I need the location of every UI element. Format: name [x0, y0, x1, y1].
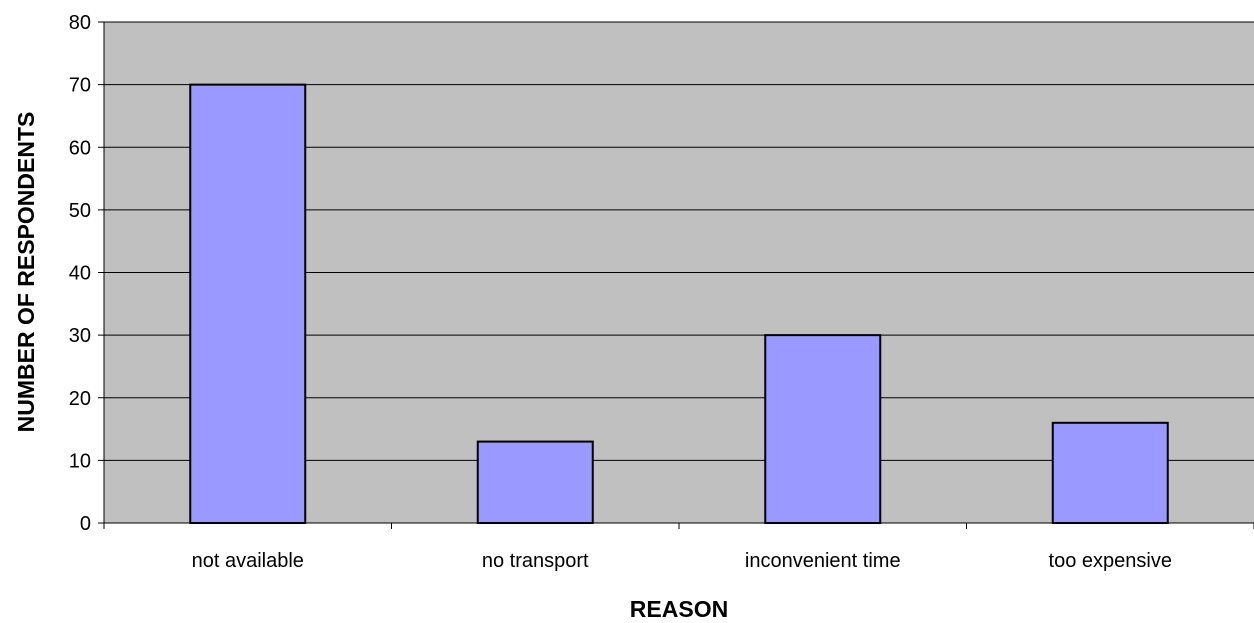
x-tick-label: no transport [482, 550, 589, 572]
x-tick-label: not available [192, 550, 304, 572]
bar [476, 440, 594, 524]
y-tick-label: 0 [80, 513, 91, 535]
y-tick-label: 70 [69, 75, 91, 97]
y-tick-label: 60 [69, 137, 91, 159]
y-tick-label: 30 [69, 325, 91, 347]
x-tick-label: too expensive [1049, 550, 1172, 572]
y-tick-label: 10 [69, 450, 91, 472]
x-axis-ticks: not available no transport inconvenient ti… [103, 523, 1254, 572]
y-tick-label: 20 [69, 388, 91, 410]
y-tick-label: 40 [69, 263, 91, 285]
y-axis-ticks: 0 10 20 30 40 50 60 70 80 [69, 12, 104, 535]
y-axis-title: NUMBER OF RESPONDENTS [13, 112, 39, 433]
x-tick-label: inconvenient time [745, 550, 901, 572]
y-tick-label: 80 [69, 12, 91, 34]
bars [189, 83, 1169, 524]
bar [189, 83, 307, 524]
bar [1051, 421, 1169, 524]
x-axis-title: REASON [630, 596, 728, 622]
bar [764, 334, 882, 524]
y-tick-label: 50 [69, 200, 91, 222]
